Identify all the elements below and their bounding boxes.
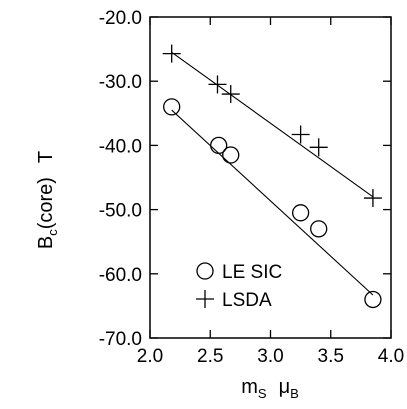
fit-line-le-sic	[171, 109, 374, 296]
point-le-sic	[364, 290, 382, 309]
legend-marker-lsda	[196, 290, 214, 308]
point-le-sic	[163, 98, 181, 116]
y-tick-label: -20.0	[99, 8, 142, 29]
x-axis-label: mS μB	[241, 376, 299, 401]
y-tick-label: -40.0	[99, 136, 142, 157]
point-lsda	[162, 44, 181, 63]
point-lsda	[363, 189, 382, 208]
x-tick-label: 3.0	[257, 346, 283, 367]
point-lsda	[309, 138, 328, 157]
point-le-sic	[222, 146, 240, 164]
point-le-sic	[291, 204, 310, 222]
y-tick-label: -50.0	[99, 201, 142, 222]
point-lsda	[221, 85, 240, 104]
x-tick-label: 4.0	[378, 346, 404, 367]
axis-ticks: 2.0 2.5 3.0 3.5 4.0 -20.0 -30.0 -40.0 -50.0 -60.0…	[99, 8, 405, 367]
y-tick-label: -60.0	[99, 265, 142, 286]
legend-label-lsda: LSDA	[222, 290, 272, 311]
legend-label-le-sic: LE SIC	[222, 262, 282, 283]
fit-line-lsda	[171, 51, 374, 198]
point-lsda	[291, 125, 310, 144]
x-tick-label: 2.5	[197, 346, 223, 367]
y-axis-label: Bc(core)T	[35, 151, 60, 249]
data-markers	[162, 44, 382, 309]
y-tick-label: -30.0	[99, 72, 142, 93]
x-tick-label: 2.0	[137, 346, 163, 367]
legend: LE SIC LSDA	[196, 262, 282, 311]
legend-marker-le-sic	[196, 262, 214, 280]
point-le-sic	[310, 220, 328, 238]
fit-lines	[171, 51, 374, 296]
x-tick-label: 3.5	[318, 346, 344, 367]
point-le-sic	[210, 136, 228, 155]
y-tick-label: -70.0	[99, 329, 142, 350]
point-lsda	[208, 75, 227, 94]
